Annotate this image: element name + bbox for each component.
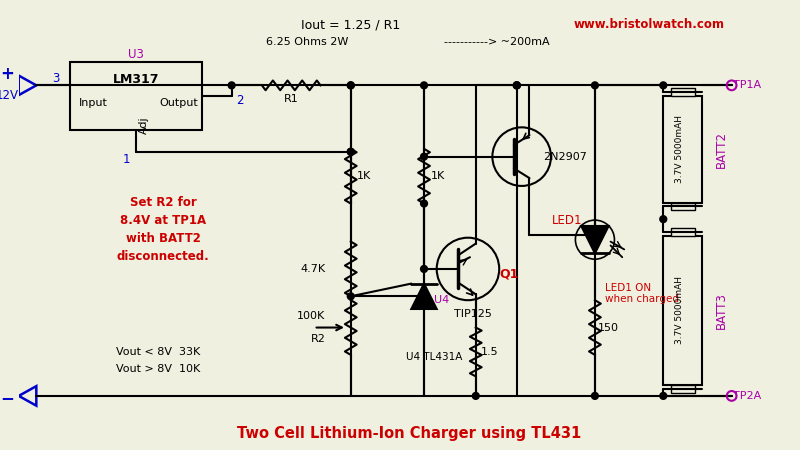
Text: R1: R1	[284, 94, 298, 104]
Text: 2N2907: 2N2907	[542, 152, 586, 162]
Text: LM317: LM317	[113, 73, 159, 86]
Text: BATT2: BATT2	[715, 131, 728, 168]
Text: Vout < 8V  33K: Vout < 8V 33K	[116, 347, 201, 357]
Text: Set R2 for
8.4V at TP1A
with BATT2
disconnected.: Set R2 for 8.4V at TP1A with BATT2 disco…	[117, 196, 210, 263]
Text: TIP125: TIP125	[454, 309, 492, 319]
Circle shape	[660, 392, 666, 399]
Text: 2: 2	[236, 94, 243, 108]
Text: 3.7V 5000mAH: 3.7V 5000mAH	[675, 115, 684, 183]
Text: 3: 3	[52, 72, 59, 85]
Text: U4 TL431A: U4 TL431A	[406, 352, 462, 362]
Text: U3: U3	[128, 48, 144, 61]
Text: 12V: 12V	[0, 89, 18, 102]
Polygon shape	[582, 226, 609, 253]
Text: 6.25 Ohms 2W: 6.25 Ohms 2W	[266, 37, 348, 47]
Text: www.bristolwatch.com: www.bristolwatch.com	[573, 18, 724, 32]
Text: TP1A: TP1A	[734, 81, 762, 90]
Circle shape	[347, 82, 354, 89]
Bar	[663, 96, 702, 202]
Text: 1K: 1K	[358, 171, 371, 181]
Circle shape	[591, 392, 598, 399]
Text: Iout = 1.25 / R1: Iout = 1.25 / R1	[301, 18, 401, 32]
Text: R2: R2	[310, 334, 326, 344]
Bar	[663, 236, 702, 385]
Text: Q1: Q1	[499, 267, 518, 280]
Text: U4: U4	[434, 295, 450, 305]
Text: 1K: 1K	[430, 171, 445, 181]
Circle shape	[421, 82, 427, 89]
Circle shape	[421, 200, 427, 207]
Circle shape	[347, 148, 354, 155]
Circle shape	[347, 293, 354, 300]
Circle shape	[472, 392, 479, 399]
Text: TP2A: TP2A	[733, 391, 762, 401]
Circle shape	[514, 82, 520, 89]
Text: Adj: Adj	[138, 117, 149, 134]
Circle shape	[591, 82, 598, 89]
Circle shape	[660, 216, 666, 223]
Text: 3.7V 5000mAH: 3.7V 5000mAH	[675, 276, 684, 344]
Text: LED1: LED1	[552, 214, 583, 227]
Text: 4.7K: 4.7K	[300, 264, 326, 274]
Text: 150: 150	[598, 323, 619, 333]
Text: +: +	[0, 65, 14, 83]
Circle shape	[660, 82, 666, 89]
Circle shape	[347, 82, 354, 89]
Circle shape	[514, 82, 520, 89]
Bar	[671, 202, 694, 210]
Text: 1: 1	[122, 153, 130, 166]
Bar	[671, 385, 694, 393]
Bar	[671, 228, 694, 236]
Text: BATT3: BATT3	[715, 292, 728, 329]
Text: LED1 ON
when charged.: LED1 ON when charged.	[605, 283, 682, 304]
Text: −: −	[0, 389, 14, 407]
Text: Two Cell Lithium-Ion Charger using TL431: Two Cell Lithium-Ion Charger using TL431	[238, 426, 582, 441]
Circle shape	[591, 231, 598, 238]
Circle shape	[228, 82, 235, 89]
Polygon shape	[411, 284, 437, 309]
Text: -----------> ~200mA: -----------> ~200mA	[445, 37, 550, 47]
Circle shape	[347, 148, 354, 155]
Text: Input: Input	[78, 98, 107, 108]
Bar	[671, 88, 694, 96]
Circle shape	[421, 153, 427, 160]
Bar	[70, 62, 202, 130]
Circle shape	[514, 82, 520, 89]
Text: 1.5: 1.5	[481, 347, 498, 357]
Text: 100K: 100K	[297, 311, 326, 321]
Circle shape	[591, 231, 598, 238]
Text: Vout > 8V  10K: Vout > 8V 10K	[116, 364, 201, 374]
Text: Output: Output	[159, 98, 198, 108]
Circle shape	[421, 266, 427, 272]
